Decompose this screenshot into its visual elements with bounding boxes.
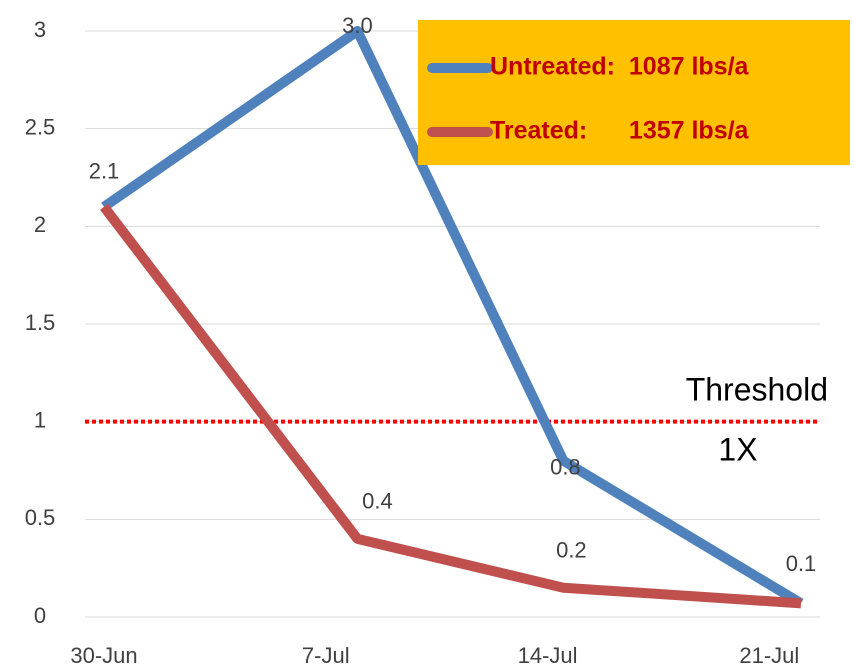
y-tick-label: 2 <box>34 212 46 237</box>
y-tick-label: 1 <box>34 407 46 432</box>
y-tick-label: 1.5 <box>25 310 56 335</box>
legend-label: Treated: 1357 lbs/a <box>490 117 750 145</box>
data-label: 2.1 <box>89 159 120 184</box>
x-tick-label: 30-Jun <box>70 643 137 668</box>
data-label: 0.4 <box>362 489 393 514</box>
legend-label: Untreated: 1087 lbs/a <box>490 53 750 81</box>
y-tick-label: 0 <box>34 603 46 628</box>
data-label: 0.2 <box>556 538 587 563</box>
threshold-label: 1X <box>718 431 757 467</box>
data-label: 3.0 <box>342 13 373 38</box>
series-line <box>101 26 804 608</box>
y-tick-label: 3 <box>34 17 46 42</box>
x-tick-label: 7-Jul <box>302 643 350 668</box>
legend-box <box>418 20 850 165</box>
x-tick-label: 21-Jul <box>739 643 799 668</box>
y-tick-label: 2.5 <box>25 114 56 139</box>
data-label: 0.8 <box>550 455 581 480</box>
x-tick-label: 14-Jul <box>518 643 578 668</box>
threshold-label: Threshold <box>686 371 828 407</box>
series-line <box>100 203 802 609</box>
data-label: 0.1 <box>786 551 817 576</box>
y-tick-label: 0.5 <box>25 505 56 530</box>
